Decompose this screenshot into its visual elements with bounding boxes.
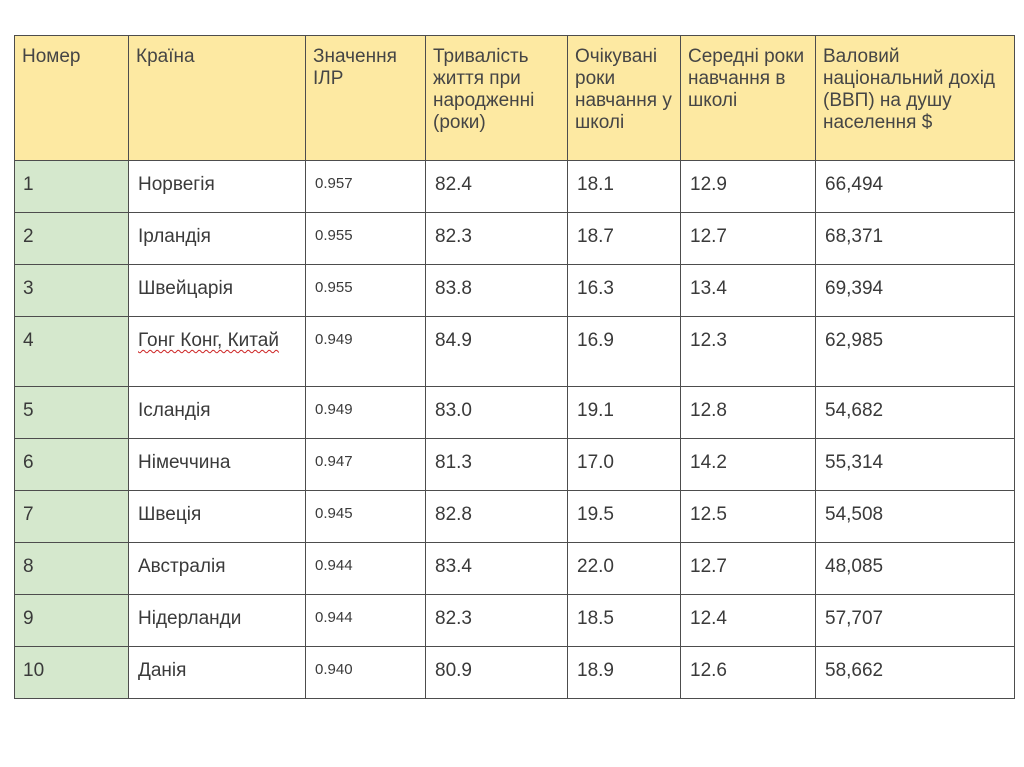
table-row: 2 Ірландія 0.955 82.3 18.7 12.7 68,371 (14, 212, 1015, 265)
cell-life-expectancy: 80.9 (425, 646, 568, 699)
header-life-expectancy: Тривалість життя при народженні (роки) (425, 35, 568, 161)
cell-hdi-value: 0.949 (305, 316, 426, 387)
header-country: Країна (128, 35, 306, 161)
cell-expected-schooling: 16.9 (567, 316, 681, 387)
cell-life-expectancy: 82.4 (425, 160, 568, 213)
cell-country: Гонг Конг, Китай (128, 316, 306, 387)
table-row: 5 Ісландія 0.949 83.0 19.1 12.8 54,682 (14, 386, 1015, 439)
cell-country: Ісландія (128, 386, 306, 439)
table-row: 7 Швеція 0.945 82.8 19.5 12.5 54,508 (14, 490, 1015, 543)
table-header-row: Номер Країна Значення ІЛР Тривалість жит… (14, 35, 1015, 161)
cell-number: 2 (14, 212, 129, 265)
cell-expected-schooling: 18.1 (567, 160, 681, 213)
cell-life-expectancy: 83.8 (425, 264, 568, 317)
cell-expected-schooling: 18.9 (567, 646, 681, 699)
table-row: 4 Гонг Конг, Китай 0.949 84.9 16.9 12.3 … (14, 316, 1015, 387)
cell-mean-schooling: 12.3 (680, 316, 816, 387)
cell-number: 3 (14, 264, 129, 317)
cell-number: 1 (14, 160, 129, 213)
cell-gni-per-capita: 68,371 (815, 212, 1015, 265)
table-row: 1 Норвегія 0.957 82.4 18.1 12.9 66,494 (14, 160, 1015, 213)
cell-mean-schooling: 12.7 (680, 542, 816, 595)
header-hdi-value: Значення ІЛР (305, 35, 426, 161)
table-row: 10 Данія 0.940 80.9 18.9 12.6 58,662 (14, 646, 1015, 699)
cell-gni-per-capita: 69,394 (815, 264, 1015, 317)
table-row: 8 Австралія 0.944 83.4 22.0 12.7 48,085 (14, 542, 1015, 595)
cell-expected-schooling: 19.1 (567, 386, 681, 439)
cell-hdi-value: 0.944 (305, 594, 426, 647)
cell-country: Нідерланди (128, 594, 306, 647)
cell-gni-per-capita: 48,085 (815, 542, 1015, 595)
cell-gni-per-capita: 58,662 (815, 646, 1015, 699)
cell-hdi-value: 0.949 (305, 386, 426, 439)
cell-life-expectancy: 82.8 (425, 490, 568, 543)
cell-hdi-value: 0.955 (305, 212, 426, 265)
cell-hdi-value: 0.955 (305, 264, 426, 317)
cell-gni-per-capita: 54,508 (815, 490, 1015, 543)
cell-life-expectancy: 81.3 (425, 438, 568, 491)
header-expected-schooling: Очікувані роки навчання у школі (567, 35, 681, 161)
cell-life-expectancy: 82.3 (425, 212, 568, 265)
cell-number: 4 (14, 316, 129, 387)
cell-life-expectancy: 82.3 (425, 594, 568, 647)
cell-number: 7 (14, 490, 129, 543)
cell-mean-schooling: 12.5 (680, 490, 816, 543)
cell-expected-schooling: 18.5 (567, 594, 681, 647)
cell-gni-per-capita: 54,682 (815, 386, 1015, 439)
cell-expected-schooling: 16.3 (567, 264, 681, 317)
cell-mean-schooling: 12.8 (680, 386, 816, 439)
cell-hdi-value: 0.947 (305, 438, 426, 491)
cell-country: Ірландія (128, 212, 306, 265)
cell-hdi-value: 0.957 (305, 160, 426, 213)
cell-gni-per-capita: 57,707 (815, 594, 1015, 647)
cell-country: Швейцарія (128, 264, 306, 317)
cell-country: Норвегія (128, 160, 306, 213)
cell-life-expectancy: 84.9 (425, 316, 568, 387)
header-number: Номер (14, 35, 129, 161)
cell-life-expectancy: 83.4 (425, 542, 568, 595)
cell-expected-schooling: 22.0 (567, 542, 681, 595)
header-mean-schooling: Середні роки навчання в школі (680, 35, 816, 161)
header-gni-per-capita: Валовий національний дохід (ВВП) на душу… (815, 35, 1015, 161)
cell-mean-schooling: 12.4 (680, 594, 816, 647)
cell-mean-schooling: 12.9 (680, 160, 816, 213)
cell-gni-per-capita: 66,494 (815, 160, 1015, 213)
cell-gni-per-capita: 62,985 (815, 316, 1015, 387)
cell-number: 5 (14, 386, 129, 439)
table-row: 3 Швейцарія 0.955 83.8 16.3 13.4 69,394 (14, 264, 1015, 317)
cell-expected-schooling: 18.7 (567, 212, 681, 265)
cell-country: Швеція (128, 490, 306, 543)
cell-number: 6 (14, 438, 129, 491)
cell-country: Данія (128, 646, 306, 699)
cell-country: Німеччина (128, 438, 306, 491)
cell-expected-schooling: 19.5 (567, 490, 681, 543)
country-text-spellcheck: Гонг Конг, Китай (138, 330, 279, 351)
cell-hdi-value: 0.940 (305, 646, 426, 699)
cell-number: 9 (14, 594, 129, 647)
cell-mean-schooling: 12.7 (680, 212, 816, 265)
hdi-ranking-table: Номер Країна Значення ІЛР Тривалість жит… (14, 35, 1015, 699)
table-row: 9 Нідерланди 0.944 82.3 18.5 12.4 57,707 (14, 594, 1015, 647)
cell-life-expectancy: 83.0 (425, 386, 568, 439)
cell-hdi-value: 0.944 (305, 542, 426, 595)
cell-country: Австралія (128, 542, 306, 595)
cell-expected-schooling: 17.0 (567, 438, 681, 491)
cell-number: 8 (14, 542, 129, 595)
cell-mean-schooling: 12.6 (680, 646, 816, 699)
cell-mean-schooling: 14.2 (680, 438, 816, 491)
cell-gni-per-capita: 55,314 (815, 438, 1015, 491)
cell-number: 10 (14, 646, 129, 699)
table-row: 6 Німеччина 0.947 81.3 17.0 14.2 55,314 (14, 438, 1015, 491)
cell-hdi-value: 0.945 (305, 490, 426, 543)
cell-mean-schooling: 13.4 (680, 264, 816, 317)
